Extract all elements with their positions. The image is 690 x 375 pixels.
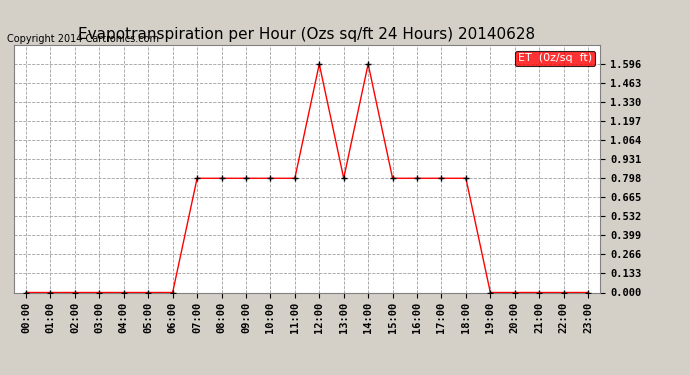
Title: Evapotranspiration per Hour (Ozs sq/ft 24 Hours) 20140628: Evapotranspiration per Hour (Ozs sq/ft 2… xyxy=(79,27,535,42)
Legend: ET  (0z/sq  ft): ET (0z/sq ft) xyxy=(515,51,595,66)
Text: Copyright 2014 Cartronics.com: Copyright 2014 Cartronics.com xyxy=(7,34,159,44)
